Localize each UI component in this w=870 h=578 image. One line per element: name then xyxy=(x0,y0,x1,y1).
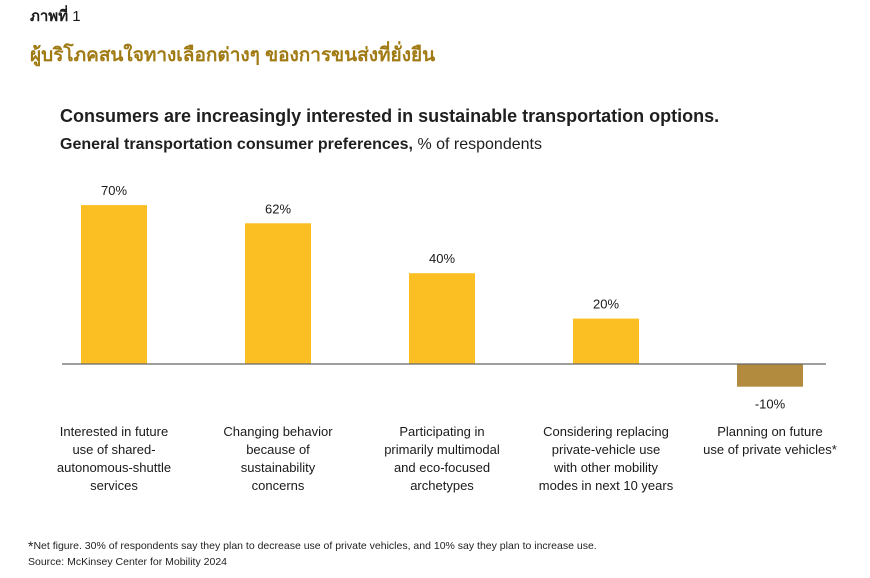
thai-figure-title: ผู้บริโภคสนใจทางเลือกต่างๆ ของการขนส่งที… xyxy=(30,45,436,66)
category-label: Planning on future use of private vehicle… xyxy=(703,424,837,457)
data-label: -10% xyxy=(755,397,786,412)
bar xyxy=(81,205,147,364)
bar xyxy=(573,318,639,364)
category-label: Considering replacing private-vehicle use… xyxy=(539,424,674,493)
figure-label-number: 1 xyxy=(72,8,81,25)
data-label: 62% xyxy=(265,201,291,216)
data-label: 20% xyxy=(593,297,619,312)
footnote: *Net figure. 30% of respondents say they… xyxy=(28,538,597,554)
category-label: Interested in future use of shared-autono… xyxy=(57,424,171,493)
figure-label-word: ภาพที่ xyxy=(30,8,69,25)
figure-label: ภาพที่ 1 xyxy=(30,4,81,28)
bar xyxy=(737,364,803,387)
chart-subtitle-bold: General transportation consumer preferen… xyxy=(60,136,413,153)
source-note: Source: McKinsey Center for Mobility 202… xyxy=(28,556,228,568)
footnote-text: Net figure. 30% of respondents say they … xyxy=(33,540,597,552)
category-label: Participating in primarily multimodal and … xyxy=(384,424,500,493)
chart-subtitle-unit: % of respondents xyxy=(413,136,542,153)
category-label: Changing behavior because of sustainabilit… xyxy=(223,424,333,493)
data-label: 70% xyxy=(101,183,127,198)
data-label: 40% xyxy=(429,251,455,266)
footnote-asterisk: * xyxy=(28,538,34,554)
chart-title: Consumers are increasingly interested in… xyxy=(60,106,720,126)
chart-subtitle: General transportation consumer preferen… xyxy=(60,136,542,154)
bar xyxy=(409,273,475,364)
bar xyxy=(245,223,311,364)
